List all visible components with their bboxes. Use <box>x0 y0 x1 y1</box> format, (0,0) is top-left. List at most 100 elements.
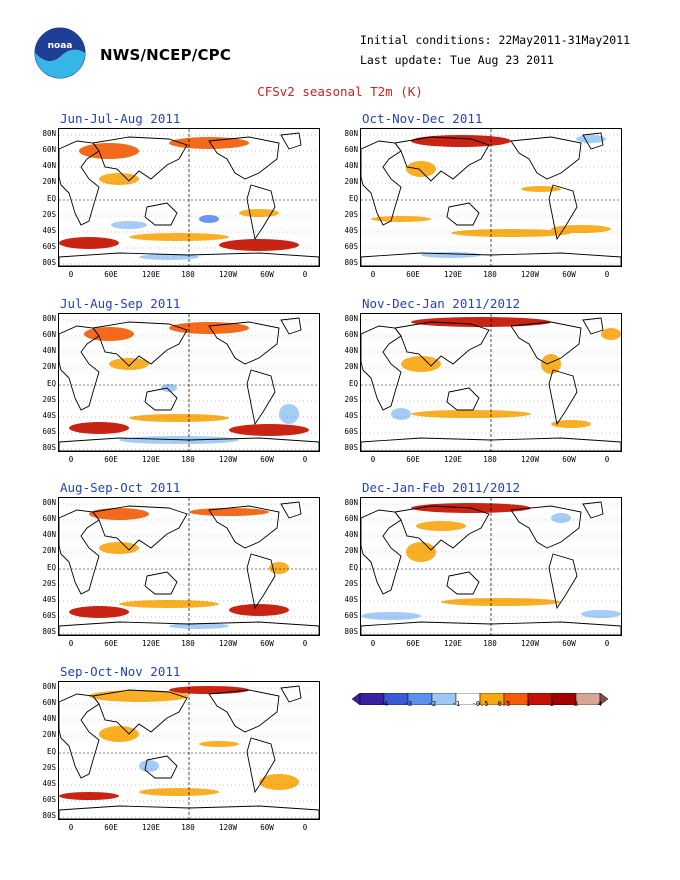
anomaly-region <box>391 408 411 420</box>
lat-label: 60N <box>42 514 56 523</box>
colorbar-label: -4 <box>379 700 389 708</box>
anomaly-region <box>401 356 441 372</box>
anomaly-region <box>119 600 219 608</box>
coastline <box>582 501 604 519</box>
lat-label: EQ <box>348 563 358 572</box>
lon-label: 120W <box>218 455 238 464</box>
lat-label: 80N <box>344 498 358 507</box>
coastline <box>548 184 578 241</box>
panel-title: Nov-Dec-Jan 2011/2012 <box>362 296 521 311</box>
anomaly-region <box>219 239 299 251</box>
coastline <box>394 505 490 551</box>
coastline <box>246 737 276 794</box>
coastline <box>548 553 578 610</box>
lat-label: 40N <box>42 530 56 539</box>
lat-label: 20S <box>344 210 358 219</box>
lon-label: 120W <box>520 455 540 464</box>
lon-label: 60W <box>260 639 274 648</box>
anomaly-region <box>411 317 551 327</box>
lat-label: 20N <box>42 730 56 739</box>
coastline <box>246 184 276 241</box>
coastline <box>446 571 480 595</box>
lat-label: 20S <box>344 395 358 404</box>
anomaly-region <box>229 604 289 616</box>
coastline <box>144 202 178 226</box>
lat-label: 20S <box>344 579 358 588</box>
panel-title: Sep-Oct-Nov 2011 <box>60 664 181 679</box>
anomaly-region <box>69 606 129 618</box>
lat-label: 40N <box>42 346 56 355</box>
lat-label: 20N <box>344 177 358 186</box>
lat-label: 20S <box>42 395 56 404</box>
lat-label: 60N <box>42 145 56 154</box>
coastline <box>280 685 302 703</box>
coastline <box>59 252 319 266</box>
svg-text:noaa: noaa <box>48 41 73 51</box>
coastline <box>394 136 490 182</box>
anomaly-region <box>199 741 239 747</box>
lat-label: 80N <box>42 682 56 691</box>
lon-label: 60W <box>260 823 274 832</box>
coastline <box>548 369 578 426</box>
lon-label: 60E <box>406 270 420 279</box>
lon-label: 60E <box>406 455 420 464</box>
anomaly-region <box>89 508 149 520</box>
org-name: NWS/NCEP/CPC <box>100 46 232 64</box>
lon-label: 0 <box>68 270 74 279</box>
lon-label: 0 <box>302 455 308 464</box>
coastline <box>92 321 188 367</box>
colorbar-label: 1 <box>525 700 531 708</box>
anomaly-region <box>521 186 561 192</box>
coastline <box>246 369 276 426</box>
lon-label: 0 <box>68 455 74 464</box>
anomaly-region <box>411 410 531 418</box>
anomaly-region <box>416 521 466 531</box>
lon-label: 180 <box>181 455 195 464</box>
lon-label: 60W <box>260 270 274 279</box>
coastline <box>582 317 604 335</box>
coastline <box>92 505 188 551</box>
last-update: Last update: Tue Aug 23 2011 <box>360 53 554 67</box>
anomaly-region <box>169 686 249 694</box>
anomaly-region <box>109 358 149 370</box>
lon-label: 0 <box>370 639 376 648</box>
lat-label: 20N <box>42 546 56 555</box>
lon-label: 0 <box>302 823 308 832</box>
anomaly-region <box>541 354 561 374</box>
colorbar-label: -2 <box>427 700 437 708</box>
anomaly-region <box>371 216 431 222</box>
coastline <box>361 252 621 266</box>
coastline <box>246 553 276 610</box>
lat-label: 80S <box>42 443 56 452</box>
lon-label: 0 <box>302 270 308 279</box>
anomaly-region <box>229 424 309 436</box>
lat-label: 20N <box>42 362 56 371</box>
lon-label: 120E <box>443 455 463 464</box>
anomaly-region <box>99 173 139 185</box>
lat-label: 40S <box>344 226 358 235</box>
anomaly-region <box>576 135 606 143</box>
lat-label: 60S <box>344 611 358 620</box>
coastline <box>208 505 280 549</box>
lat-label: EQ <box>348 194 358 203</box>
lat-label: 80S <box>42 627 56 636</box>
lat-label: 40N <box>344 161 358 170</box>
lon-label: 60E <box>104 455 118 464</box>
anomaly-region <box>84 327 134 341</box>
lon-label: 120W <box>218 270 238 279</box>
coastline <box>394 321 490 367</box>
anomaly-map <box>58 128 320 267</box>
coastline <box>280 317 302 335</box>
lat-label: 20N <box>42 177 56 186</box>
lon-label: 180 <box>483 455 497 464</box>
lat-label: 60N <box>344 330 358 339</box>
coastline <box>510 505 582 549</box>
coastline <box>59 805 319 819</box>
lon-label: 0 <box>604 270 610 279</box>
anomaly-region <box>69 422 129 434</box>
anomaly-region <box>59 792 119 800</box>
lon-label: 180 <box>181 823 195 832</box>
lon-label: 120E <box>141 639 161 648</box>
lon-label: 60W <box>562 270 576 279</box>
lat-label: 60S <box>42 427 56 436</box>
